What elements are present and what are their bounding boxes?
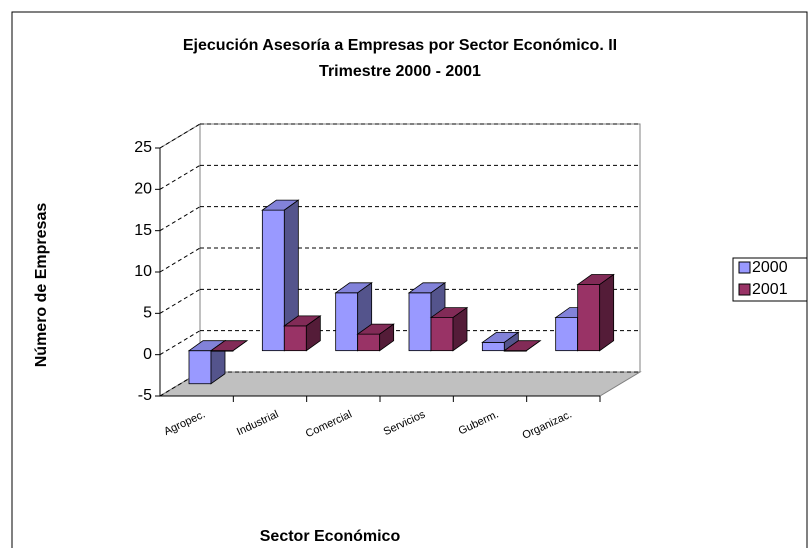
legend-label: 2000 — [752, 259, 788, 276]
y-axis-label: Número de Empresas — [33, 203, 50, 368]
x-tick-label: Servicios — [382, 408, 428, 438]
grid-line — [159, 206, 201, 232]
y-tick-label: 5 — [143, 305, 152, 322]
legend-swatch — [738, 283, 751, 296]
chart-title: Ejecución Asesoría a Empresas por Sector… — [183, 37, 617, 80]
bar — [481, 331, 520, 352]
bar-front — [261, 209, 285, 352]
title-line: Ejecución Asesoría a Empresas por Sector… — [183, 37, 617, 54]
bar-side — [599, 273, 615, 352]
y-tick-label: -5 — [138, 387, 152, 404]
bar — [283, 315, 322, 352]
grid-line — [159, 247, 201, 273]
bar-side — [379, 323, 395, 352]
bar-front — [188, 350, 212, 385]
x-tick-label: Agropec. — [162, 408, 207, 437]
bar — [429, 306, 469, 352]
bar-front — [481, 341, 505, 352]
bar — [356, 323, 395, 352]
legend-swatch — [738, 261, 751, 274]
x-tick-label: Organizac. — [521, 408, 574, 441]
bar-side — [232, 340, 248, 351]
bar-front — [577, 284, 601, 352]
grid-line — [159, 123, 201, 149]
grid-line — [159, 330, 201, 356]
bar — [503, 340, 542, 352]
bar-side — [452, 306, 468, 352]
bar — [261, 199, 300, 352]
bar-side — [305, 315, 321, 352]
y-tick-label: 25 — [134, 139, 152, 156]
bar-front — [555, 317, 579, 352]
legend-label: 2001 — [752, 281, 788, 298]
y-tick-label: 15 — [134, 222, 152, 239]
title-line: Trimestre 2000 - 2001 — [319, 63, 481, 80]
bar-front — [335, 292, 359, 352]
x-tick-label: Guberm. — [457, 408, 501, 437]
bar-front — [408, 292, 432, 352]
y-tick-label: 10 — [134, 263, 152, 280]
y-tick-label: 20 — [134, 181, 152, 198]
bar-side — [526, 340, 541, 351]
x-tick-label: Industrial — [235, 408, 281, 438]
bar — [209, 340, 249, 352]
bar-front — [357, 333, 381, 352]
floor — [158, 371, 642, 397]
x-axis-label: Sector Económico — [260, 528, 401, 545]
bar-front — [283, 325, 307, 352]
bar — [576, 273, 615, 352]
grid-line — [159, 164, 201, 190]
bar-front — [430, 317, 454, 352]
x-tick-label: Comercial — [304, 408, 354, 440]
grid-line — [159, 288, 201, 314]
y-tick-label: 0 — [143, 346, 152, 363]
